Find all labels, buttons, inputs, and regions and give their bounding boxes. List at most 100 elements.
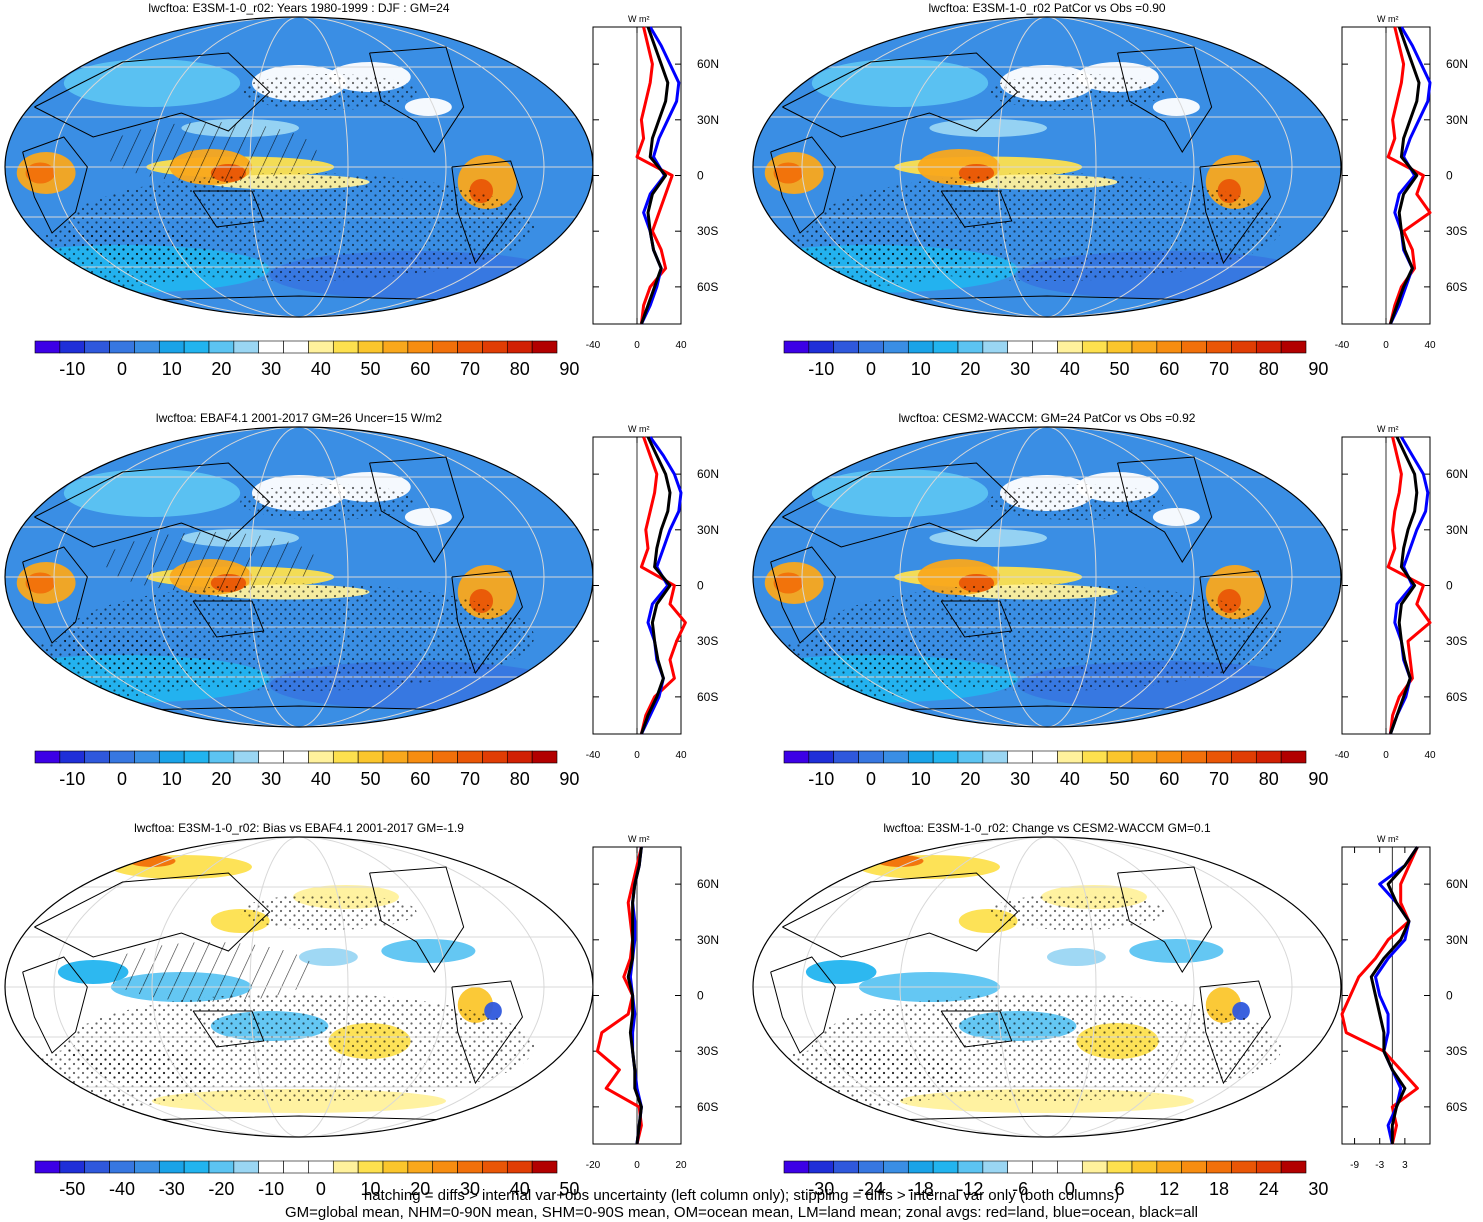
colorbar-cell	[1057, 750, 1083, 764]
colorbar-cell	[506, 750, 533, 764]
colorbar-cell	[833, 1160, 859, 1174]
stippling	[753, 637, 965, 697]
colorbar-cell	[1255, 750, 1282, 764]
zonal-y-tick-label: 60N	[697, 877, 719, 891]
colorbar-cell	[932, 340, 959, 354]
zonal-series-all	[1388, 26, 1421, 325]
zonal-y-tick-label: 60S	[697, 280, 718, 294]
graticule-meridian	[1046, 17, 1195, 317]
continent-outline	[1117, 46, 1213, 153]
graticule-meridian	[151, 17, 300, 317]
colorbar-cell	[982, 750, 1009, 764]
graticule-meridian	[298, 427, 447, 727]
panel-6: lwcftoa: E3SM-1-0_r02: Change vs CESM2-W…	[752, 821, 1468, 1199]
field-patch	[404, 98, 452, 116]
graticule-meridian	[298, 17, 447, 317]
colorbar-cell	[1231, 750, 1257, 764]
field-patch	[1129, 939, 1224, 963]
colorbar-cell	[283, 340, 309, 354]
colorbar-label: 0	[1065, 1179, 1075, 1199]
graticule-meridian	[899, 837, 1048, 1137]
continent-outline	[192, 600, 265, 638]
map-field	[5, 837, 593, 1137]
zonal-y-tick-label: 30N	[697, 523, 719, 537]
colorbar-cell	[183, 340, 210, 354]
colorbar-cell	[808, 750, 835, 764]
colorbar-cell	[1255, 1160, 1282, 1174]
continent-outline	[369, 456, 465, 563]
colorbar-label: 90	[1308, 359, 1328, 379]
colorbar-label: 0	[866, 769, 876, 789]
colorbar-label: 20	[410, 1179, 430, 1199]
colorbar-cell	[84, 750, 110, 764]
field-patch	[63, 469, 241, 517]
zonal-y-tick-label: 0	[1446, 579, 1453, 593]
zonal-y-tick-label: 60N	[1446, 877, 1468, 891]
continent-outline	[1117, 456, 1213, 563]
panel-3: lwcftoa: EBAF4.1 2001-2017 GM=26 Uncer=1…	[4, 411, 719, 789]
graticule-meridian	[899, 17, 1048, 317]
panel-4: lwcftoa: CESM2-WACCM: GM=24 PatCor vs Ob…	[752, 411, 1468, 789]
zonal-series-land	[1340, 846, 1419, 1145]
graticule-meridian	[899, 427, 1048, 727]
hatching	[104, 532, 317, 592]
colorbar-label: 60	[1159, 359, 1179, 379]
colorbar-cell	[1156, 1160, 1183, 1174]
colorbar-cell	[482, 1160, 508, 1174]
colorbar-cell	[1032, 340, 1058, 354]
colorbar-cell	[183, 750, 210, 764]
colorbar-cell	[308, 750, 334, 764]
colorbar-label: 0	[316, 1179, 326, 1199]
continent-outline	[22, 136, 88, 234]
colorbar-label: 10	[162, 769, 182, 789]
zonal-series-all	[639, 436, 672, 735]
colorbar-cell	[432, 750, 458, 764]
colorbar-cell	[1181, 1160, 1207, 1174]
continent-outline	[782, 462, 1019, 548]
colorbar-label: 40	[1060, 769, 1080, 789]
zonal-y-tick-label: 30S	[1446, 1044, 1467, 1058]
graticule-meridian	[298, 837, 349, 1137]
panel-5: lwcftoa: E3SM-1-0_r02: Bias vs EBAF4.1 2…	[4, 821, 719, 1199]
colorbar-cell	[233, 750, 260, 764]
zonal-y-tick-label: 30N	[697, 933, 719, 947]
colorbar-cell	[457, 750, 483, 764]
graticule-meridian	[249, 427, 300, 727]
colorbar-cell	[109, 340, 135, 354]
zonal-x-tick-label: 40	[675, 750, 687, 761]
continent-outline	[1117, 866, 1213, 973]
footer-line-2: GM=global mean, NHM=0-90N mean, SHM=0-90…	[284, 1204, 1198, 1221]
colorbar-cell	[1032, 750, 1058, 764]
colorbar-cell	[332, 1160, 359, 1174]
stippling	[988, 484, 1165, 520]
colorbar-cell	[84, 1160, 110, 1174]
colorbar-label: 30	[261, 359, 281, 379]
hatching	[104, 942, 317, 1002]
colorbar-cell	[134, 1160, 160, 1174]
field-patch	[63, 59, 241, 107]
colorbar-cell	[109, 1160, 135, 1174]
zonal-series-all	[1388, 436, 1419, 735]
zonal-y-tick-label: 60S	[1446, 1100, 1467, 1114]
colorbar-label: 50	[361, 769, 381, 789]
colorbar-cell	[783, 340, 810, 354]
panel-title: lwcftoa: EBAF4.1 2001-2017 GM=26 Uncer=1…	[156, 411, 442, 425]
colorbar-cell	[432, 340, 458, 354]
zonal-units: W m²	[628, 14, 650, 24]
colorbar-cell	[332, 750, 359, 764]
panel-title: lwcftoa: E3SM-1-0_r02: Bias vs EBAF4.1 2…	[134, 821, 464, 835]
continent-outline	[451, 160, 523, 265]
zonal-series-all	[639, 26, 670, 325]
colorbar-label: -24	[858, 1179, 884, 1199]
colorbar-label: -10	[808, 359, 834, 379]
colorbar-label: 10	[911, 769, 931, 789]
colorbar-cell	[883, 750, 909, 764]
zonal-y-tick-label: 60N	[1446, 467, 1468, 481]
graticule-meridian	[249, 837, 300, 1137]
continent-outline	[782, 872, 1019, 958]
graticule-meridian	[151, 427, 300, 727]
colorbar-cell	[1081, 1160, 1108, 1174]
colorbar-cell	[109, 750, 135, 764]
colorbar-cell	[1231, 1160, 1257, 1174]
field-patch	[25, 572, 55, 594]
